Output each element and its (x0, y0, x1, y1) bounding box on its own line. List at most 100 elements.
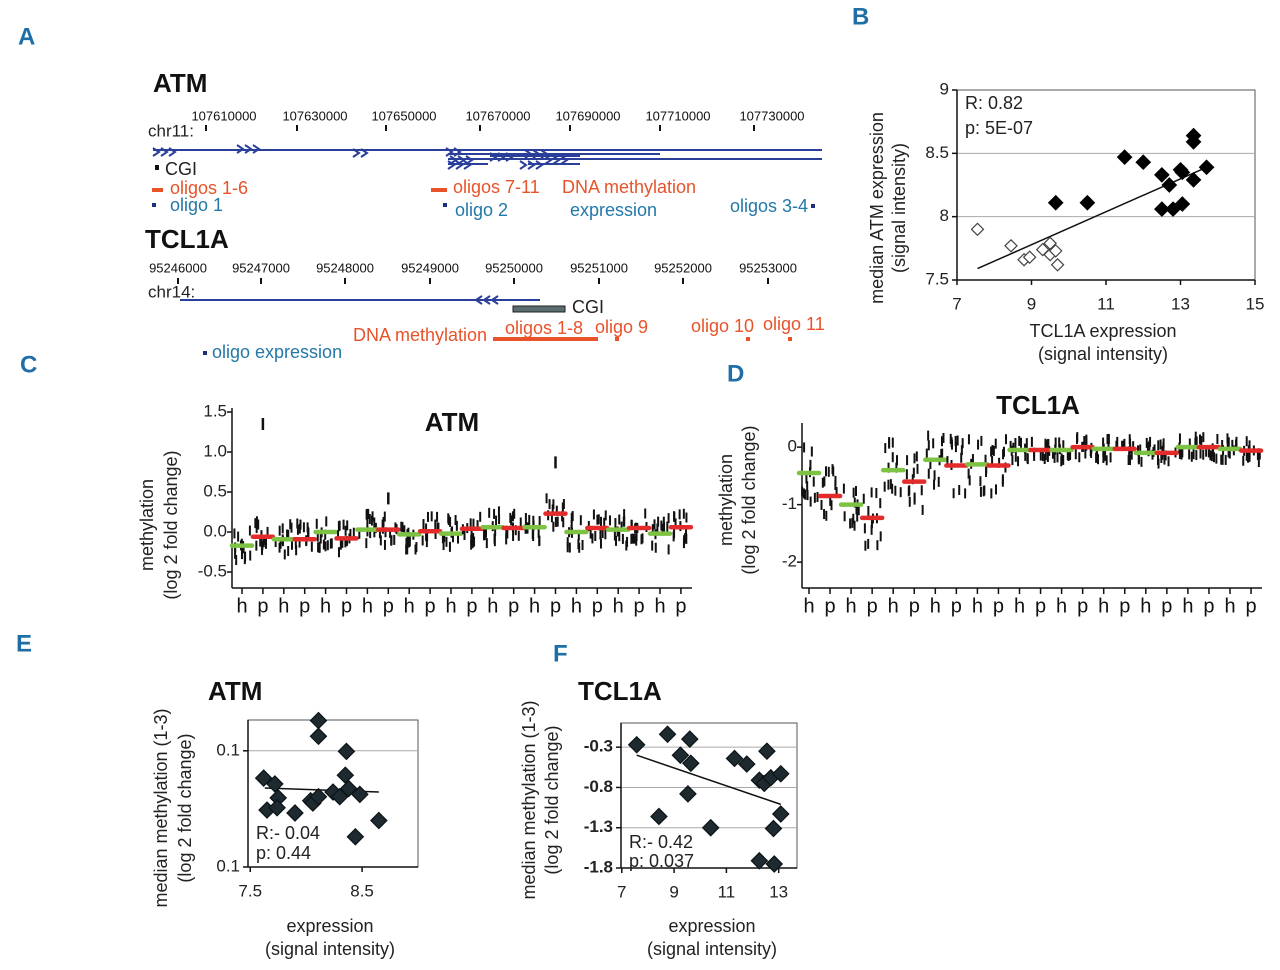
strand-forward-arrow-icon (544, 155, 553, 165)
panel-c-y-tick-label: 1.5 (203, 401, 227, 420)
tcl1a-coordinate-label: 95246000 (149, 260, 207, 275)
panel-d-y-tick-label: 0 (788, 437, 797, 456)
panel-f-y-axis-label: median methylation (1-3) (519, 700, 539, 899)
panel-e-x-tick-label: 7.5 (238, 881, 262, 900)
atm-cgi-label: CGI (165, 159, 197, 179)
panel-label: B (852, 3, 869, 30)
panel-f-diamond-point (671, 746, 690, 765)
atm-coordinate-label: 107710000 (645, 108, 710, 123)
strand-forward-arrow-icon (453, 147, 462, 157)
panel-b-filled-diamond-point (1154, 201, 1170, 217)
panel-d-group-label: h (930, 595, 941, 617)
panel-label: A (18, 23, 35, 50)
panel-label: D (727, 360, 744, 387)
panel-b-filled-diamond-point (1079, 194, 1096, 211)
atm-coordinate-label: 107670000 (465, 108, 530, 123)
panel-f-diamond-point (764, 819, 783, 838)
tcl1a-oligo-9-label: oligo 9 (595, 317, 648, 337)
panel-e-diamond-point (254, 769, 273, 787)
panel-b-x-axis-label: TCL1A expression (1029, 321, 1176, 341)
panel-f-x-tick-label: 7 (617, 882, 626, 901)
panel-f-x-axis-label: expression (668, 916, 755, 936)
panel-c-group-label: h (445, 595, 456, 617)
panel-c-group-label: h (320, 595, 331, 617)
panel-e-y-axis-label: median methylation (1-3) (151, 708, 171, 907)
panel-f-diamond-point (680, 730, 699, 748)
panel-f-x-axis-label: (signal intensity) (647, 939, 777, 959)
tcl1a-oligo-expression-label: oligo expression (212, 342, 342, 362)
panel-f-x-tick-label: 9 (669, 882, 678, 901)
atm-oligo-1-marker (152, 203, 156, 207)
panel-f-r-value: R:- 0.42 (629, 832, 693, 852)
panel-d-group-label: p (909, 595, 920, 617)
panel-e-title: ATM (208, 676, 262, 706)
atm-expression-legend: expression (570, 200, 657, 220)
panel-c-group-label: h (571, 595, 582, 617)
panel-e-diamond-point (265, 775, 284, 793)
panel-d-group-label: h (888, 595, 899, 617)
atm-coordinate-label: 107690000 (555, 108, 620, 123)
panel-e-r-value: R:- 0.04 (256, 823, 320, 843)
panel-e-diamond-point (339, 779, 358, 798)
panel-label: E (16, 630, 32, 657)
panel-c-group-label: h (529, 595, 540, 617)
strand-forward-arrow-icon (352, 148, 361, 158)
strand-reverse-arrow-icon (474, 295, 483, 305)
panel-d-group-label: h (1098, 595, 1109, 617)
atm-coordinate-label: 107610000 (191, 108, 256, 123)
panel-b-filled-diamond-point (1161, 177, 1178, 193)
panel-c-group-label: p (550, 595, 561, 617)
panel-c-group-label: p (299, 595, 310, 617)
panel-c-group-label: p (383, 595, 394, 617)
panel-b-filled-diamond-point (1174, 196, 1191, 212)
atm-oligos-3-4-label: oligos 3-4 (730, 196, 808, 216)
panel-b-y-tick-label: 7.5 (925, 269, 949, 288)
panel-c-group-label: p (508, 595, 519, 617)
panel-c-y-axis-label: (log 2 fold change) (161, 450, 181, 599)
panel-e-y-axis-label: (log 2 fold change) (175, 733, 195, 882)
tcl1a-coordinate-label: 95252000 (654, 260, 712, 275)
strand-forward-arrow-icon (497, 152, 506, 162)
panel-c-group-label: h (654, 595, 665, 617)
panel-c-group-label: p (675, 595, 686, 617)
panel-d-group-label: h (1056, 595, 1067, 617)
panel-label: F (553, 640, 568, 667)
panel-c-group-label: p (592, 595, 603, 617)
panel-c-group-label: h (278, 595, 289, 617)
strand-forward-arrow-icon (160, 147, 169, 157)
panel-f-diamond-point (627, 735, 646, 754)
panel-b-filled-diamond-point (1047, 194, 1064, 211)
panel-f-p-value: p: 0.037 (629, 851, 694, 871)
panel-c-y-tick-label: -0.5 (198, 561, 227, 580)
strand-forward-arrow-icon (360, 148, 369, 158)
panel-c-y-tick-label: 0.0 (203, 521, 227, 540)
tcl1a-chromosome-label: chr14: (148, 282, 195, 301)
panel-f-y-tick-label: -0.3 (584, 737, 613, 756)
panel-e-diamond-point (286, 804, 304, 822)
strand-forward-arrow-icon (519, 160, 528, 170)
tcl1a-coordinate-label: 95248000 (316, 260, 374, 275)
panel-e-diamond-point (336, 766, 355, 785)
panel-e-x-axis-label: expression (286, 916, 373, 936)
strand-forward-arrow-icon (445, 147, 454, 157)
strand-forward-arrow-icon (535, 160, 544, 170)
panel-c-title: ATM (425, 407, 479, 437)
atm-oligos-7-11-marker (431, 188, 447, 192)
panel-f-diamond-point (701, 818, 720, 837)
strand-forward-arrow-icon (505, 152, 514, 162)
strand-forward-arrow-icon (168, 147, 177, 157)
panel-c-group-label: h (362, 595, 373, 617)
tcl1a-cgi-bar (512, 305, 566, 313)
panel-b-y-tick-label: 8 (940, 206, 949, 225)
panel-f-diamond-point (725, 749, 744, 768)
strand-forward-arrow-icon (252, 144, 261, 154)
panel-d-group-label: p (1035, 595, 1046, 617)
panel-d-group-label: h (1182, 595, 1193, 617)
tcl1a-oligos-1-8-label: oligos 1-8 (505, 318, 583, 338)
panel-c-y-tick-label: 1.0 (203, 441, 227, 460)
atm-oligos-3-4-marker (811, 204, 815, 208)
panel-d-group-label: h (1140, 595, 1151, 617)
panel-e-diamond-point (346, 827, 365, 846)
panel-d-y-tick-label: -2 (782, 552, 797, 571)
